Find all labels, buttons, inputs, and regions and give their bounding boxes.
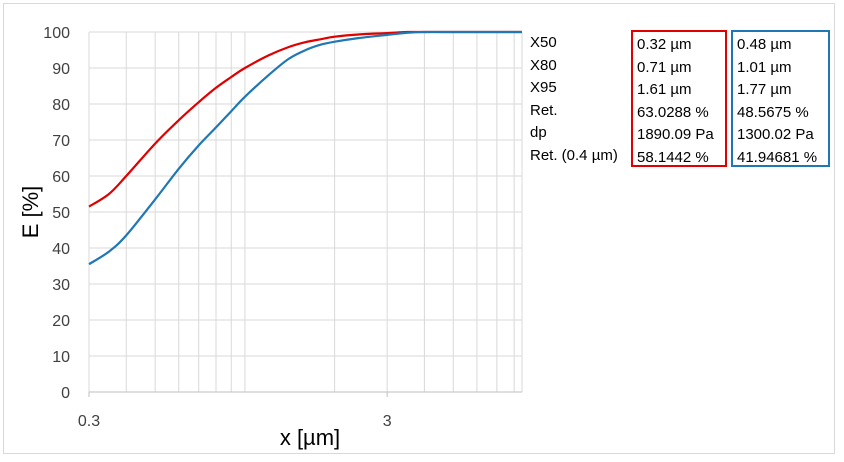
label-dp: dp bbox=[530, 124, 547, 141]
y-tick-label: 20 bbox=[52, 313, 70, 330]
blue-x80: 1.01 µm bbox=[737, 58, 792, 76]
red-x50: 0.32 µm bbox=[637, 36, 692, 53]
red-ret-04: 58.1442 % bbox=[637, 148, 709, 166]
y-tick-label: 10 bbox=[52, 349, 70, 366]
red-dp: 1890.09 Pa bbox=[637, 126, 714, 143]
label-ret: Ret. bbox=[530, 101, 558, 119]
y-tick-label: 100 bbox=[43, 25, 70, 42]
y-tick-label: 30 bbox=[52, 277, 70, 294]
y-tick-labels: 0 10 20 30 40 50 60 70 80 90 100 bbox=[43, 25, 70, 402]
label-x80: X80 bbox=[530, 56, 557, 74]
label-x50: X50 bbox=[530, 34, 557, 51]
series-lines bbox=[88, 30, 522, 266]
blue-x95: 1.77 µm bbox=[737, 81, 792, 98]
x-axis-title: x [µm] bbox=[280, 425, 340, 450]
y-tick-label: 60 bbox=[52, 169, 70, 186]
blue-x50: 0.48 µm bbox=[737, 36, 792, 53]
series-line-blue bbox=[88, 30, 522, 266]
x-tick-labels: 0.3 3 bbox=[78, 413, 392, 430]
x-tick-label: 3 bbox=[383, 413, 392, 430]
y-axis-title: E [%] bbox=[18, 186, 43, 239]
y-tick-label: 80 bbox=[52, 97, 70, 114]
y-tick-label: 90 bbox=[52, 61, 70, 78]
x-tick-label: 0.3 bbox=[78, 413, 100, 430]
chart-frame bbox=[3, 3, 835, 454]
blue-series-values-box: 0.48 µm 1.01 µm 1.77 µm 48.5675 % 1300.0… bbox=[731, 30, 830, 167]
y-tick-label: 40 bbox=[52, 241, 70, 258]
y-tick-label: 50 bbox=[52, 205, 70, 222]
blue-ret: 48.5675 % bbox=[737, 103, 809, 121]
label-ret-04: Ret. (0.4 µm) bbox=[530, 146, 618, 164]
gridlines bbox=[89, 31, 523, 392]
series-line-red bbox=[88, 30, 522, 208]
blue-dp: 1300.02 Pa bbox=[737, 126, 814, 143]
red-ret: 63.0288 % bbox=[637, 103, 709, 121]
blue-ret-04: 41.94681 % bbox=[737, 148, 818, 166]
stats-labels: X50 X80 X95 Ret. dp Ret. (0.4 µm) bbox=[530, 32, 618, 167]
red-series-values-box: 0.32 µm 0.71 µm 1.61 µm 63.0288 % 1890.0… bbox=[631, 30, 727, 167]
axes bbox=[88, 32, 522, 397]
y-tick-label: 70 bbox=[52, 133, 70, 150]
y-tick-label: 0 bbox=[61, 385, 70, 402]
red-x95: 1.61 µm bbox=[637, 81, 692, 98]
red-x80: 0.71 µm bbox=[637, 58, 692, 76]
label-x95: X95 bbox=[530, 79, 557, 96]
